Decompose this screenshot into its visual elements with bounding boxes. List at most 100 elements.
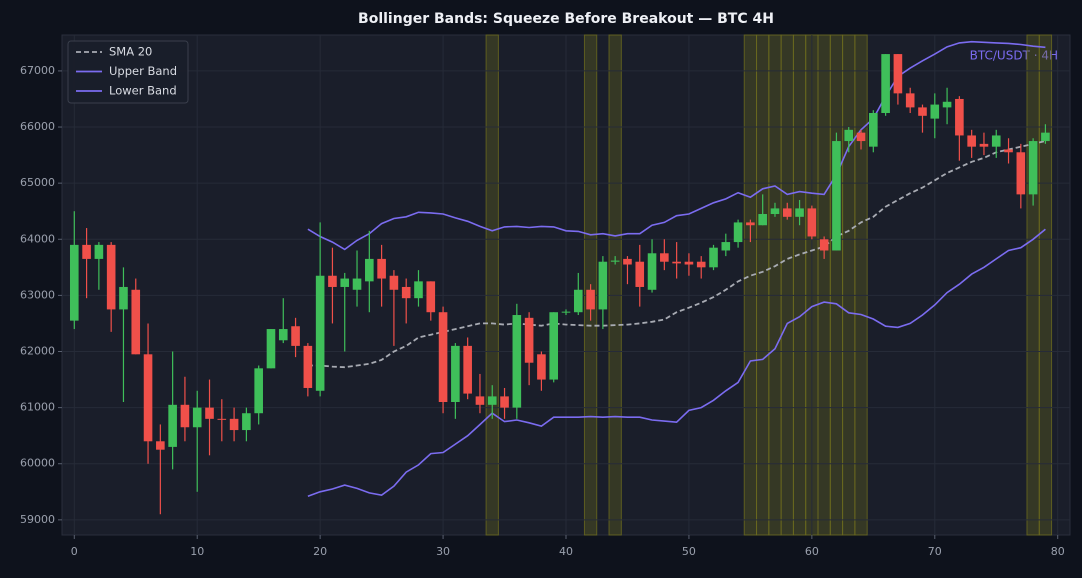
candle-body	[807, 208, 817, 237]
candle-body	[377, 258, 386, 279]
candle-body	[94, 244, 104, 259]
candle-body	[475, 396, 485, 405]
candle-body	[192, 407, 202, 428]
candle-body	[733, 222, 743, 243]
x-tick-label: 20	[313, 545, 327, 558]
candle-body	[696, 261, 706, 268]
candle-body	[844, 129, 854, 142]
y-tick-label: 59000	[20, 513, 55, 526]
candle-body	[967, 135, 976, 147]
x-tick-label: 0	[71, 545, 78, 558]
candle-body	[106, 244, 116, 310]
candle-body	[721, 242, 731, 251]
candle-body	[131, 289, 141, 355]
candle-body	[143, 354, 153, 442]
highlight-band	[792, 34, 807, 536]
candle-body	[832, 141, 841, 251]
y-tick-label: 63000	[20, 288, 55, 301]
candle-body	[487, 396, 497, 405]
legend-label: SMA 20	[109, 45, 152, 59]
candle-body	[69, 244, 79, 321]
candle-body	[647, 253, 657, 290]
candle-body	[180, 404, 190, 428]
highlight-band	[756, 34, 770, 536]
x-tick-label: 50	[682, 545, 696, 558]
candle-body	[254, 368, 263, 414]
candle-body	[524, 317, 534, 363]
candle-body	[1004, 149, 1013, 153]
legend-box	[67, 40, 189, 104]
x-tick-label: 70	[928, 545, 942, 558]
highlight-band	[485, 34, 499, 536]
candle-body	[881, 54, 890, 114]
chart-title: Bollinger Bands: Squeeze Before Breakout…	[358, 11, 774, 27]
y-tick-label: 60000	[20, 457, 55, 470]
candle-body	[782, 208, 792, 217]
candle-body	[315, 275, 325, 391]
y-tick-label: 65000	[20, 176, 55, 189]
candle-body	[770, 208, 780, 215]
candle-body	[500, 396, 509, 408]
annotation: BTC/USDT · 4H	[970, 49, 1058, 63]
highlight-band	[780, 34, 794, 536]
series-line	[307, 40, 1046, 251]
y-tick-label: 64000	[20, 232, 55, 245]
candle-body	[573, 289, 583, 313]
candle-body	[856, 132, 866, 142]
candle-body	[168, 404, 177, 447]
series-line	[307, 140, 1046, 369]
candle-body	[352, 278, 362, 290]
y-tick-label: 66000	[20, 120, 55, 133]
highlight-band	[743, 34, 758, 536]
candle-body	[549, 312, 559, 380]
candle-body	[918, 107, 927, 116]
legend-label: Upper Band	[109, 64, 177, 78]
candle-body	[758, 214, 767, 226]
candle-body	[291, 326, 300, 346]
candle-body	[463, 345, 472, 394]
candle-body	[795, 208, 804, 217]
candle-body	[426, 281, 436, 313]
candle-body	[672, 261, 681, 264]
series-line	[307, 228, 1046, 498]
candle-body	[1016, 152, 1026, 195]
legend: SMA 20 Upper Band Lower Band	[67, 40, 189, 104]
candle-body	[82, 244, 91, 259]
y-tick-label: 62000	[20, 344, 55, 357]
candle-body	[610, 260, 620, 262]
candle-body	[1041, 132, 1050, 142]
candle-body	[328, 275, 337, 287]
highlight-band	[1038, 34, 1053, 536]
x-tick-label: 60	[805, 545, 819, 558]
candle-body	[242, 413, 251, 431]
highlight-band	[842, 34, 856, 536]
candle-body	[389, 275, 399, 290]
candle-body	[746, 222, 755, 226]
candle-body	[893, 54, 903, 94]
candle-body	[229, 418, 239, 431]
highlight-band	[854, 34, 868, 536]
candle-body	[537, 354, 546, 380]
x-tick-label: 40	[559, 545, 573, 558]
candle-body	[1028, 141, 1038, 195]
candle-body	[684, 261, 694, 265]
candle-body	[401, 286, 411, 299]
highlight-band	[817, 34, 831, 536]
candle-body	[586, 289, 595, 310]
x-tick-label: 80	[1051, 545, 1065, 558]
candle-body	[119, 286, 128, 310]
bands	[307, 40, 1046, 498]
candles	[69, 54, 1050, 515]
candle-body	[451, 345, 460, 403]
axes: 59000 60000 61000 62000 63000 64000 65000 66000…	[20, 64, 1065, 558]
candle-body	[819, 239, 829, 251]
candle-body	[512, 315, 522, 408]
highlight-band	[829, 34, 844, 536]
highlight-band	[1026, 34, 1040, 536]
y-tick-label: 61000	[20, 401, 55, 414]
candle-body	[709, 247, 718, 268]
legend-label: Lower Band	[109, 84, 177, 98]
x-tick-label: 10	[190, 545, 204, 558]
